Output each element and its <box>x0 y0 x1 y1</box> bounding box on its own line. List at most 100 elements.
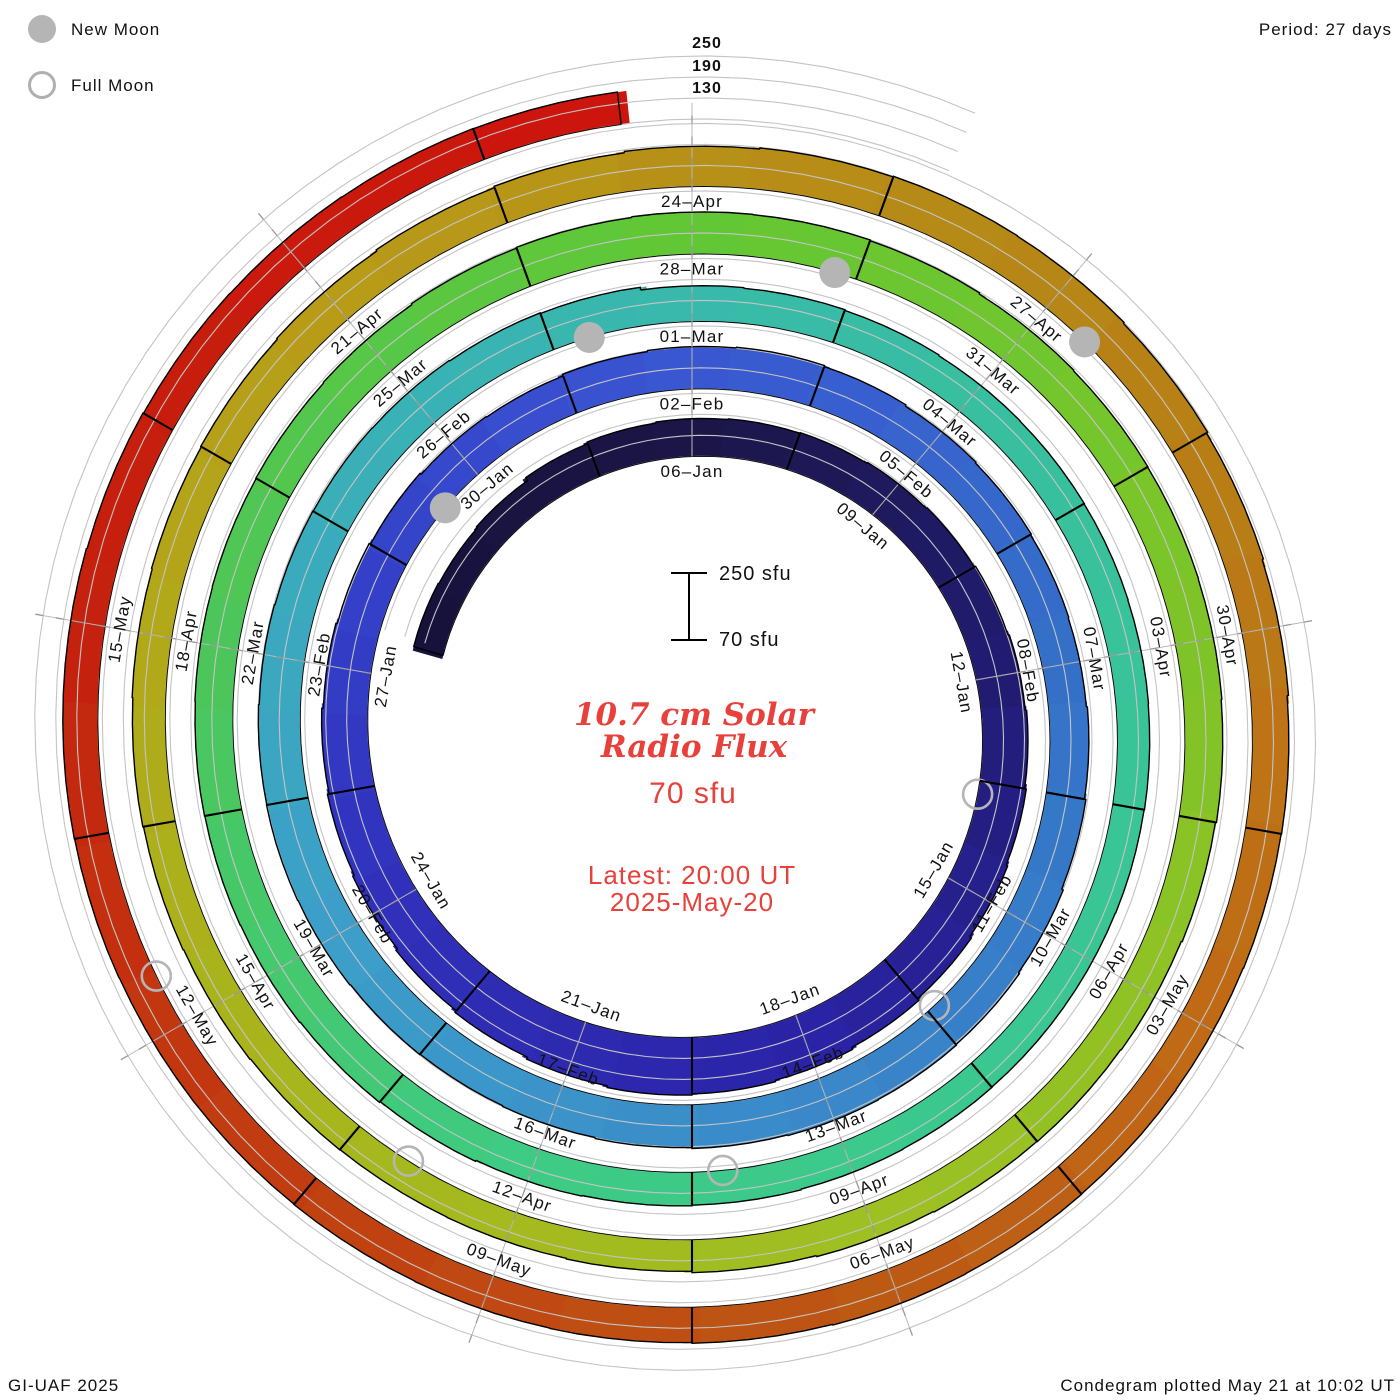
bar-outer-edge <box>265 804 299 902</box>
day-tick <box>1017 670 1026 674</box>
bar-base-edge <box>378 564 407 637</box>
bar-outer-edge <box>743 287 846 311</box>
bar-base-edge <box>442 598 466 656</box>
flux-bar <box>915 352 1025 448</box>
day-tick <box>385 364 392 372</box>
group-divider <box>1113 466 1149 488</box>
group-divider <box>1014 1114 1038 1142</box>
bar-base-edge <box>1148 815 1180 928</box>
flux-bar <box>720 418 805 471</box>
bar-outer-edge <box>257 704 268 806</box>
bar-outer-edge <box>1072 369 1149 468</box>
day-tick <box>1006 911 1015 917</box>
bar-base-edge <box>172 316 255 431</box>
day-tick <box>885 492 892 500</box>
bar-outer-edge <box>524 442 589 481</box>
bar-outer-edge <box>933 1140 1038 1213</box>
bar-base-edge <box>857 1010 929 1061</box>
day-tick <box>372 909 381 915</box>
bar-outer-edge <box>62 547 88 694</box>
flux-bar <box>203 803 278 932</box>
bar-outer-edge <box>1060 798 1087 890</box>
flux-bar <box>1045 701 1089 805</box>
bar-base-edge <box>887 1062 972 1122</box>
flux-bar <box>415 1019 527 1109</box>
day-tick <box>35 613 44 617</box>
day-tick <box>909 1327 914 1336</box>
bar-outer-edge <box>646 345 737 352</box>
flux-bar <box>1088 317 1212 460</box>
bar-outer-edge <box>1215 699 1224 824</box>
day-tick <box>273 966 282 972</box>
bar-base-edge <box>119 429 173 559</box>
bar-outer-edge <box>691 1080 777 1095</box>
bar-base-edge <box>1093 350 1173 453</box>
day-tick <box>1083 658 1092 662</box>
bar-outer-edge <box>369 472 422 545</box>
day-tick <box>996 674 1005 677</box>
group-divider <box>515 247 532 287</box>
flux-bar <box>1168 425 1266 578</box>
day-tick <box>575 1041 580 1050</box>
scalebar-top-cap <box>671 572 707 574</box>
group-divider <box>419 1022 448 1055</box>
flux-bar <box>842 460 930 540</box>
day-tick <box>342 667 351 671</box>
bar-base-edge <box>489 970 553 1010</box>
bar-outer-edge <box>1007 634 1026 711</box>
bar-outer-edge <box>1146 466 1200 580</box>
flux-bar <box>509 216 644 289</box>
day-tick <box>142 632 151 636</box>
flux-bar <box>827 308 945 387</box>
bar-outer-edge <box>1120 940 1183 1051</box>
day-tick <box>120 1055 129 1061</box>
day-tick <box>1216 635 1225 639</box>
bar-outer-edge <box>844 309 940 356</box>
bar-base-edge <box>1057 1068 1148 1167</box>
day-tick <box>175 1023 183 1029</box>
day-tick <box>1108 654 1118 658</box>
bar-base-edge <box>1210 827 1247 954</box>
bar-outer-edge <box>969 864 1009 938</box>
bar-base-edge <box>396 222 508 282</box>
bar-base-edge <box>274 1040 360 1127</box>
bar-outer-edge <box>194 701 206 817</box>
new-moon-marker <box>819 257 851 289</box>
bar-outer-edge <box>239 924 301 1024</box>
day-tick <box>505 1232 510 1241</box>
flux-bar <box>534 286 651 352</box>
bar-outer-edge <box>586 422 657 444</box>
day-tick <box>275 655 284 659</box>
bar-base-edge <box>437 919 490 972</box>
bar-outer-edge <box>902 1086 993 1150</box>
flux-bar <box>559 1226 700 1272</box>
group-divider <box>1171 432 1207 454</box>
day-tick <box>899 476 906 483</box>
day-tick <box>1129 650 1138 654</box>
bar-outer-edge <box>62 693 75 840</box>
flux-bar <box>1207 819 1283 976</box>
group-divider <box>266 796 309 807</box>
period-label: Period: 27 days <box>1258 20 1392 39</box>
bar-outer-edge <box>320 707 330 795</box>
day-tick <box>1283 623 1292 627</box>
day-tick <box>942 424 949 432</box>
day-tick <box>415 400 422 408</box>
bar-base-edge <box>855 278 958 328</box>
bar-base-edge <box>232 703 243 810</box>
group-divider <box>255 477 291 499</box>
day-tick <box>341 312 348 320</box>
bar-base-edge <box>184 463 232 579</box>
bar-base-edge <box>328 999 404 1075</box>
latest-time-label: Latest: 20:00 UT <box>587 860 797 890</box>
bar-outer-edge <box>410 247 517 305</box>
day-tick <box>1029 320 1036 328</box>
day-tick <box>209 644 218 647</box>
bar-base-edge <box>484 123 622 160</box>
bar-outer-edge <box>892 175 1019 237</box>
bar-base-edge <box>507 412 577 451</box>
latest-date-label: 2025-May-20 <box>609 887 775 917</box>
bar-base-edge <box>347 455 402 532</box>
flux-bar <box>1244 687 1289 843</box>
